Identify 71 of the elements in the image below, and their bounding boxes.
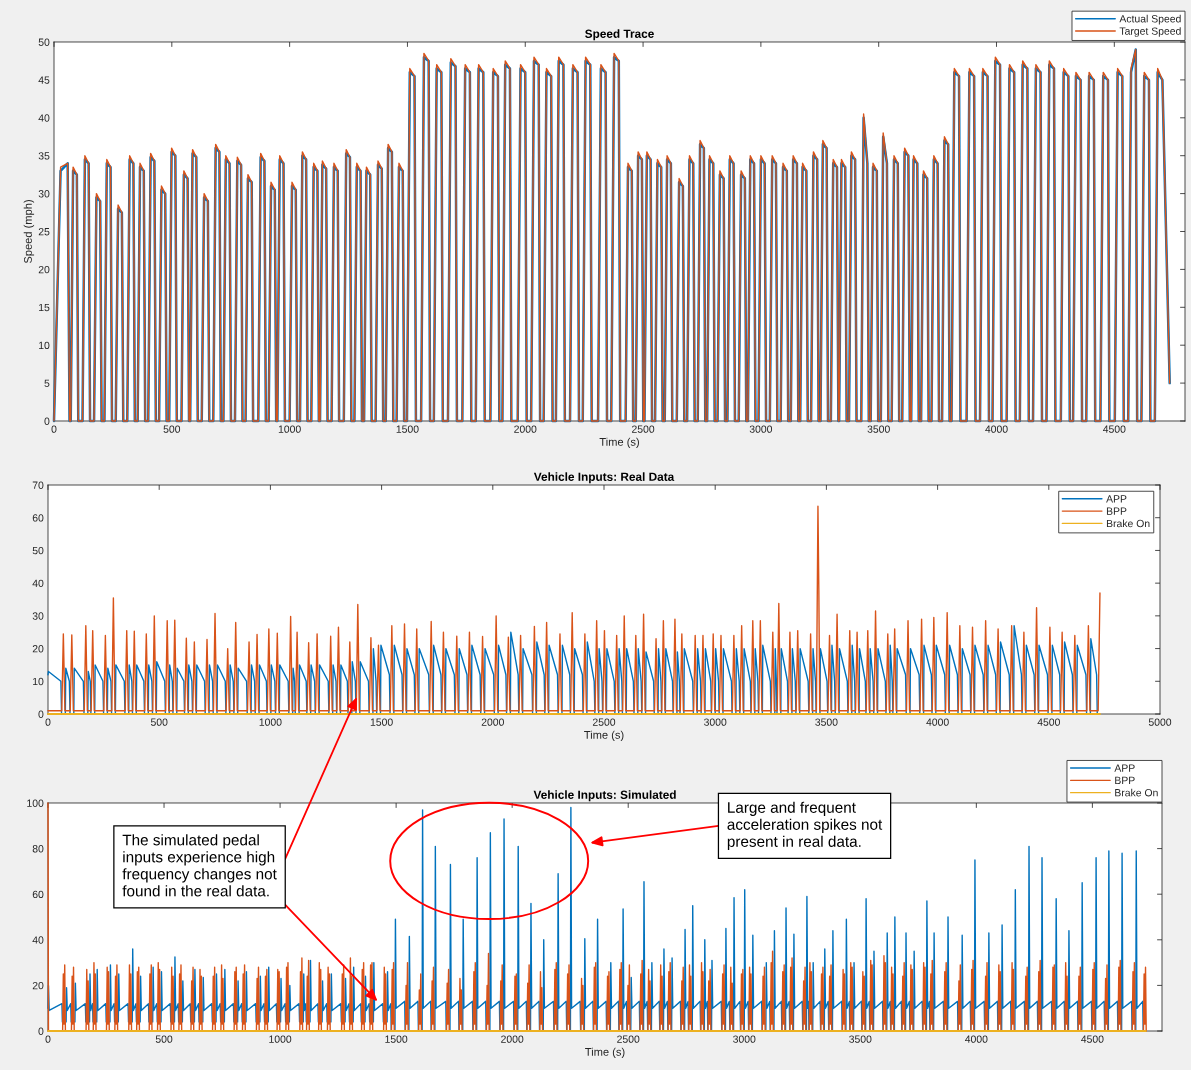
x-tick-label: 3500	[849, 1035, 872, 1043]
legend-label: BPP	[1106, 507, 1127, 515]
x-tick-label: 3000	[749, 425, 773, 433]
annotation: Large and frequent acceleration spikes not present in real data.	[727, 801, 883, 850]
chart-title: Vehicle Inputs: Real Data	[533, 472, 675, 484]
legend-label: Brake On	[1115, 788, 1158, 797]
y-tick-label: 25	[38, 228, 50, 236]
x-tick-label: 1000	[259, 718, 282, 726]
x-tick-label: 500	[150, 718, 168, 726]
x-tick-label: 2500	[617, 1035, 640, 1043]
y-tick-label: 35	[38, 152, 50, 160]
x-tick-label: 1000	[278, 425, 301, 433]
x-tick-label: 2500	[632, 425, 655, 433]
chart-title: Speed Trace	[585, 29, 654, 41]
y-tick-label: 40	[38, 114, 50, 122]
x-tick-label: 1000	[269, 1035, 292, 1043]
y-tick-label: 60	[32, 514, 44, 522]
legend-label: APP	[1106, 495, 1127, 503]
chart-title: Vehicle Inputs: Simulated	[533, 790, 676, 802]
x-tick-label: 500	[155, 1035, 173, 1043]
y-tick-label: 40	[32, 579, 44, 588]
legend-label: Target Speed	[1119, 27, 1181, 37]
y-tick-label: 5	[44, 379, 50, 387]
y-tick-label: 10	[33, 677, 44, 686]
y-tick-label: 40	[32, 936, 44, 944]
y-tick-label: 30	[32, 612, 44, 620]
y-tick-label: 20	[32, 645, 44, 653]
x-tick-label: 2500	[592, 718, 616, 726]
y-tick-label: 20	[38, 265, 50, 274]
y-tick-label: 10	[39, 341, 50, 350]
x-tick-label: 4000	[926, 718, 949, 726]
x-tick-label: 1500	[370, 718, 393, 726]
y-tick-label: 20	[32, 981, 44, 990]
legend-label: Brake On	[1106, 519, 1150, 528]
y-tick-label: 50	[38, 38, 50, 46]
y-axis-title: Speed (mph)	[23, 200, 35, 264]
y-tick-label: 60	[32, 890, 44, 899]
x-tick-label: 2000	[514, 425, 537, 433]
x-tick-label: 500	[163, 425, 181, 433]
y-tick-label: 0	[38, 710, 44, 718]
x-tick-label: 2000	[481, 718, 504, 726]
annotation: The simulated pedal inputs experience high frequency changes not found in the real data.	[122, 834, 277, 897]
x-tick-label: 1500	[396, 425, 419, 433]
y-tick-label: 70	[32, 481, 44, 489]
y-tick-label: 100	[27, 799, 44, 807]
x-tick-label: 4000	[985, 425, 1008, 433]
x-tick-label: 3000	[704, 718, 727, 726]
y-tick-label: 0	[44, 417, 50, 425]
y-tick-label: 45	[38, 76, 50, 84]
legend-label: APP	[1114, 764, 1135, 772]
x-axis-title: Time (s)	[599, 437, 639, 449]
y-tick-label: 15	[39, 303, 50, 312]
y-tick-label: 0	[38, 1027, 44, 1035]
x-tick-label: 4500	[1037, 718, 1060, 726]
x-tick-label: 3500	[815, 718, 838, 726]
y-tick-label: 50	[32, 546, 44, 555]
y-tick-label: 30	[38, 190, 50, 198]
x-tick-label: 3000	[733, 1035, 756, 1043]
x-tick-label: 4000	[964, 1035, 988, 1043]
x-axis-title: Time (s)	[585, 1047, 625, 1059]
x-tick-label: 0	[51, 425, 57, 433]
x-tick-label: 5000	[1148, 718, 1172, 726]
x-tick-label: 4500	[1081, 1035, 1104, 1043]
x-tick-label: 3500	[867, 425, 890, 433]
legend-label: BPP	[1115, 776, 1135, 784]
y-tick-label: 80	[32, 845, 44, 853]
x-tick-label: 4500	[1102, 425, 1126, 433]
legend-label: Actual Speed	[1119, 14, 1181, 25]
x-tick-label: 1500	[385, 1035, 408, 1043]
x-tick-label: 2000	[501, 1035, 524, 1043]
x-axis-title: Time (s)	[584, 730, 624, 742]
